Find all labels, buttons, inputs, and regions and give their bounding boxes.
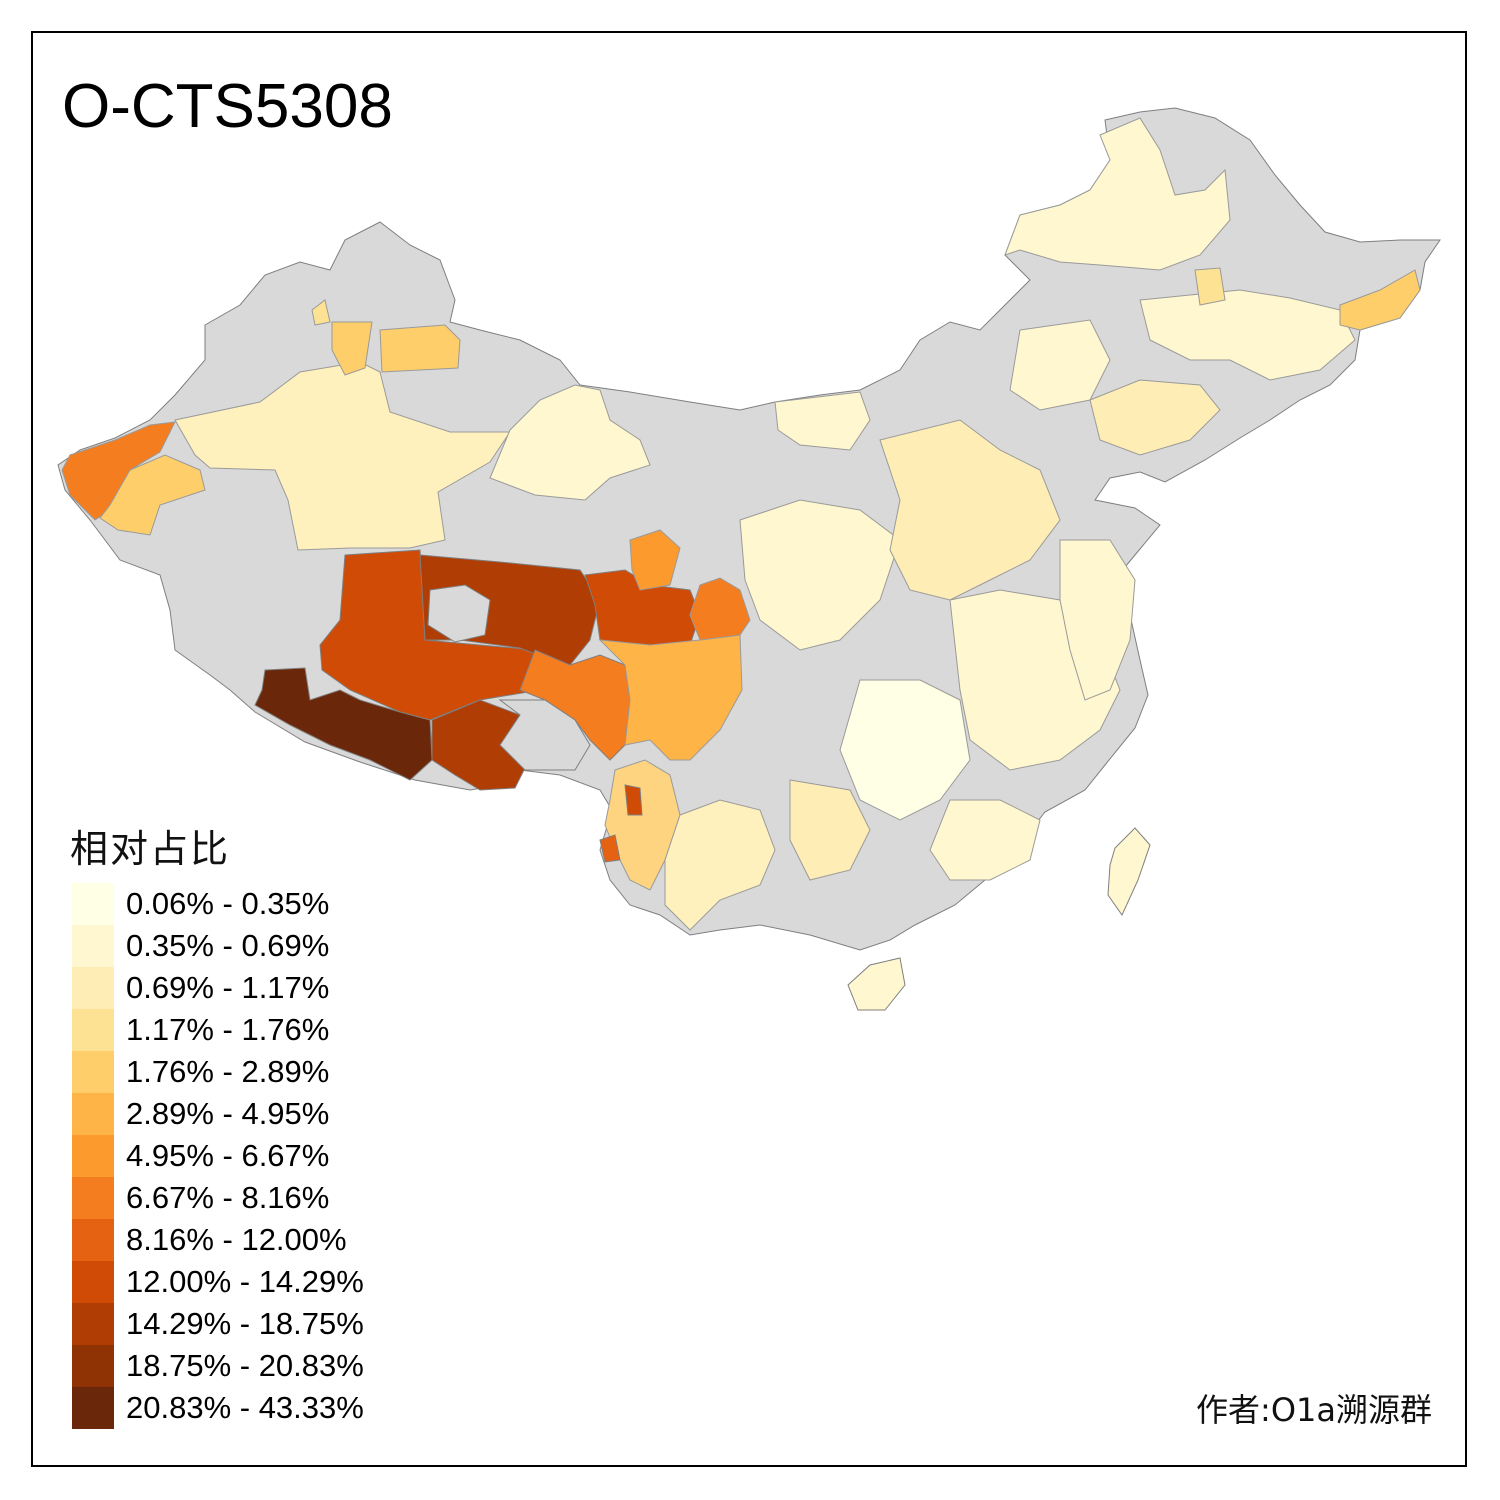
- legend-item: 4.95% - 6.67%: [72, 1135, 364, 1177]
- legend-label: 2.89% - 4.95%: [126, 1096, 330, 1131]
- region-yunnan-west: [604, 759, 681, 891]
- map-frame: [31, 31, 1467, 1467]
- legend-item: 20.83% - 43.33%: [72, 1387, 364, 1429]
- legend-item: 14.29% - 18.75%: [72, 1303, 364, 1345]
- region-central-a: [739, 499, 901, 651]
- legend-swatch: [72, 1303, 114, 1345]
- region-jilin: [1139, 289, 1356, 381]
- legend-swatch: [72, 883, 114, 925]
- legend-swatch: [72, 1093, 114, 1135]
- region-qinghai-lake-gap: [427, 584, 491, 643]
- legend-swatch: [72, 925, 114, 967]
- author-credit: 作者:O1a溯源群: [1196, 1391, 1432, 1429]
- region-shigatse: [431, 699, 526, 791]
- region-altay-west: [331, 321, 373, 376]
- legend-label: 0.69% - 1.17%: [126, 970, 330, 1005]
- region-dehong: [599, 834, 621, 863]
- legend-label: 18.75% - 20.83%: [126, 1348, 364, 1383]
- legend-swatch: [72, 1009, 114, 1051]
- region-chamdo: [519, 649, 631, 761]
- region-qinghai-east: [629, 529, 681, 591]
- legend-label: 0.06% - 0.35%: [126, 886, 330, 921]
- region-nyingchi-gap: [498, 699, 591, 771]
- legend-label: 12.00% - 14.29%: [126, 1264, 364, 1299]
- region-altay: [379, 324, 461, 373]
- legend-item: 8.16% - 12.00%: [72, 1219, 364, 1261]
- legend-label: 0.35% - 0.69%: [126, 928, 330, 963]
- legend-label: 1.17% - 1.76%: [126, 1012, 330, 1047]
- legend-swatch: [72, 1261, 114, 1303]
- region-nujiang: [624, 784, 643, 816]
- region-central-b: [879, 419, 1061, 601]
- legend-title: 相对占比: [70, 827, 231, 871]
- hainan-island: [847, 957, 906, 1011]
- region-heilongjiang: [1004, 117, 1231, 271]
- region-south-b: [789, 779, 871, 881]
- region-coast-east: [1059, 539, 1136, 701]
- legend-item: 12.00% - 14.29%: [72, 1261, 364, 1303]
- legend-swatch: [72, 1345, 114, 1387]
- legend-swatch: [72, 1177, 114, 1219]
- legend-label: 20.83% - 43.33%: [126, 1390, 364, 1425]
- legend-item: 1.76% - 2.89%: [72, 1051, 364, 1093]
- legend-swatch: [72, 1135, 114, 1177]
- legend-label: 1.76% - 2.89%: [126, 1054, 330, 1089]
- legend: 0.06% - 0.35% 0.35% - 0.69% 0.69% - 1.17…: [72, 883, 364, 1429]
- legend-swatch: [72, 1387, 114, 1429]
- region-central-d: [839, 679, 971, 821]
- region-yanbian: [1339, 269, 1421, 331]
- map-title: O-CTS5308: [62, 72, 393, 141]
- region-south-a: [929, 799, 1041, 881]
- legend-label: 14.29% - 18.75%: [126, 1306, 364, 1341]
- region-gansu-south: [689, 577, 751, 641]
- legend-item: 0.69% - 1.17%: [72, 967, 364, 1009]
- legend-swatch: [72, 1219, 114, 1261]
- region-hami: [489, 384, 651, 501]
- legend-swatch: [72, 967, 114, 1009]
- legend-item: 18.75% - 20.83%: [72, 1345, 364, 1387]
- region-yunnan-east: [664, 799, 776, 931]
- legend-item: 1.17% - 1.76%: [72, 1009, 364, 1051]
- legend-item: 0.06% - 0.35%: [72, 883, 364, 925]
- region-changchun: [1194, 267, 1226, 306]
- legend-item: 6.67% - 8.16%: [72, 1177, 364, 1219]
- region-far-north: [311, 299, 331, 326]
- legend-label: 6.67% - 8.16%: [126, 1180, 330, 1215]
- legend-label: 4.95% - 6.67%: [126, 1138, 330, 1173]
- legend-item: 2.89% - 4.95%: [72, 1093, 364, 1135]
- taiwan-island: [1107, 827, 1151, 917]
- legend-label: 8.16% - 12.00%: [126, 1222, 347, 1257]
- region-kizilsu: [99, 454, 206, 536]
- legend-item: 0.35% - 0.69%: [72, 925, 364, 967]
- region-liaoning: [1089, 379, 1221, 456]
- region-inner-mongolia-mid: [774, 391, 871, 451]
- legend-swatch: [72, 1051, 114, 1093]
